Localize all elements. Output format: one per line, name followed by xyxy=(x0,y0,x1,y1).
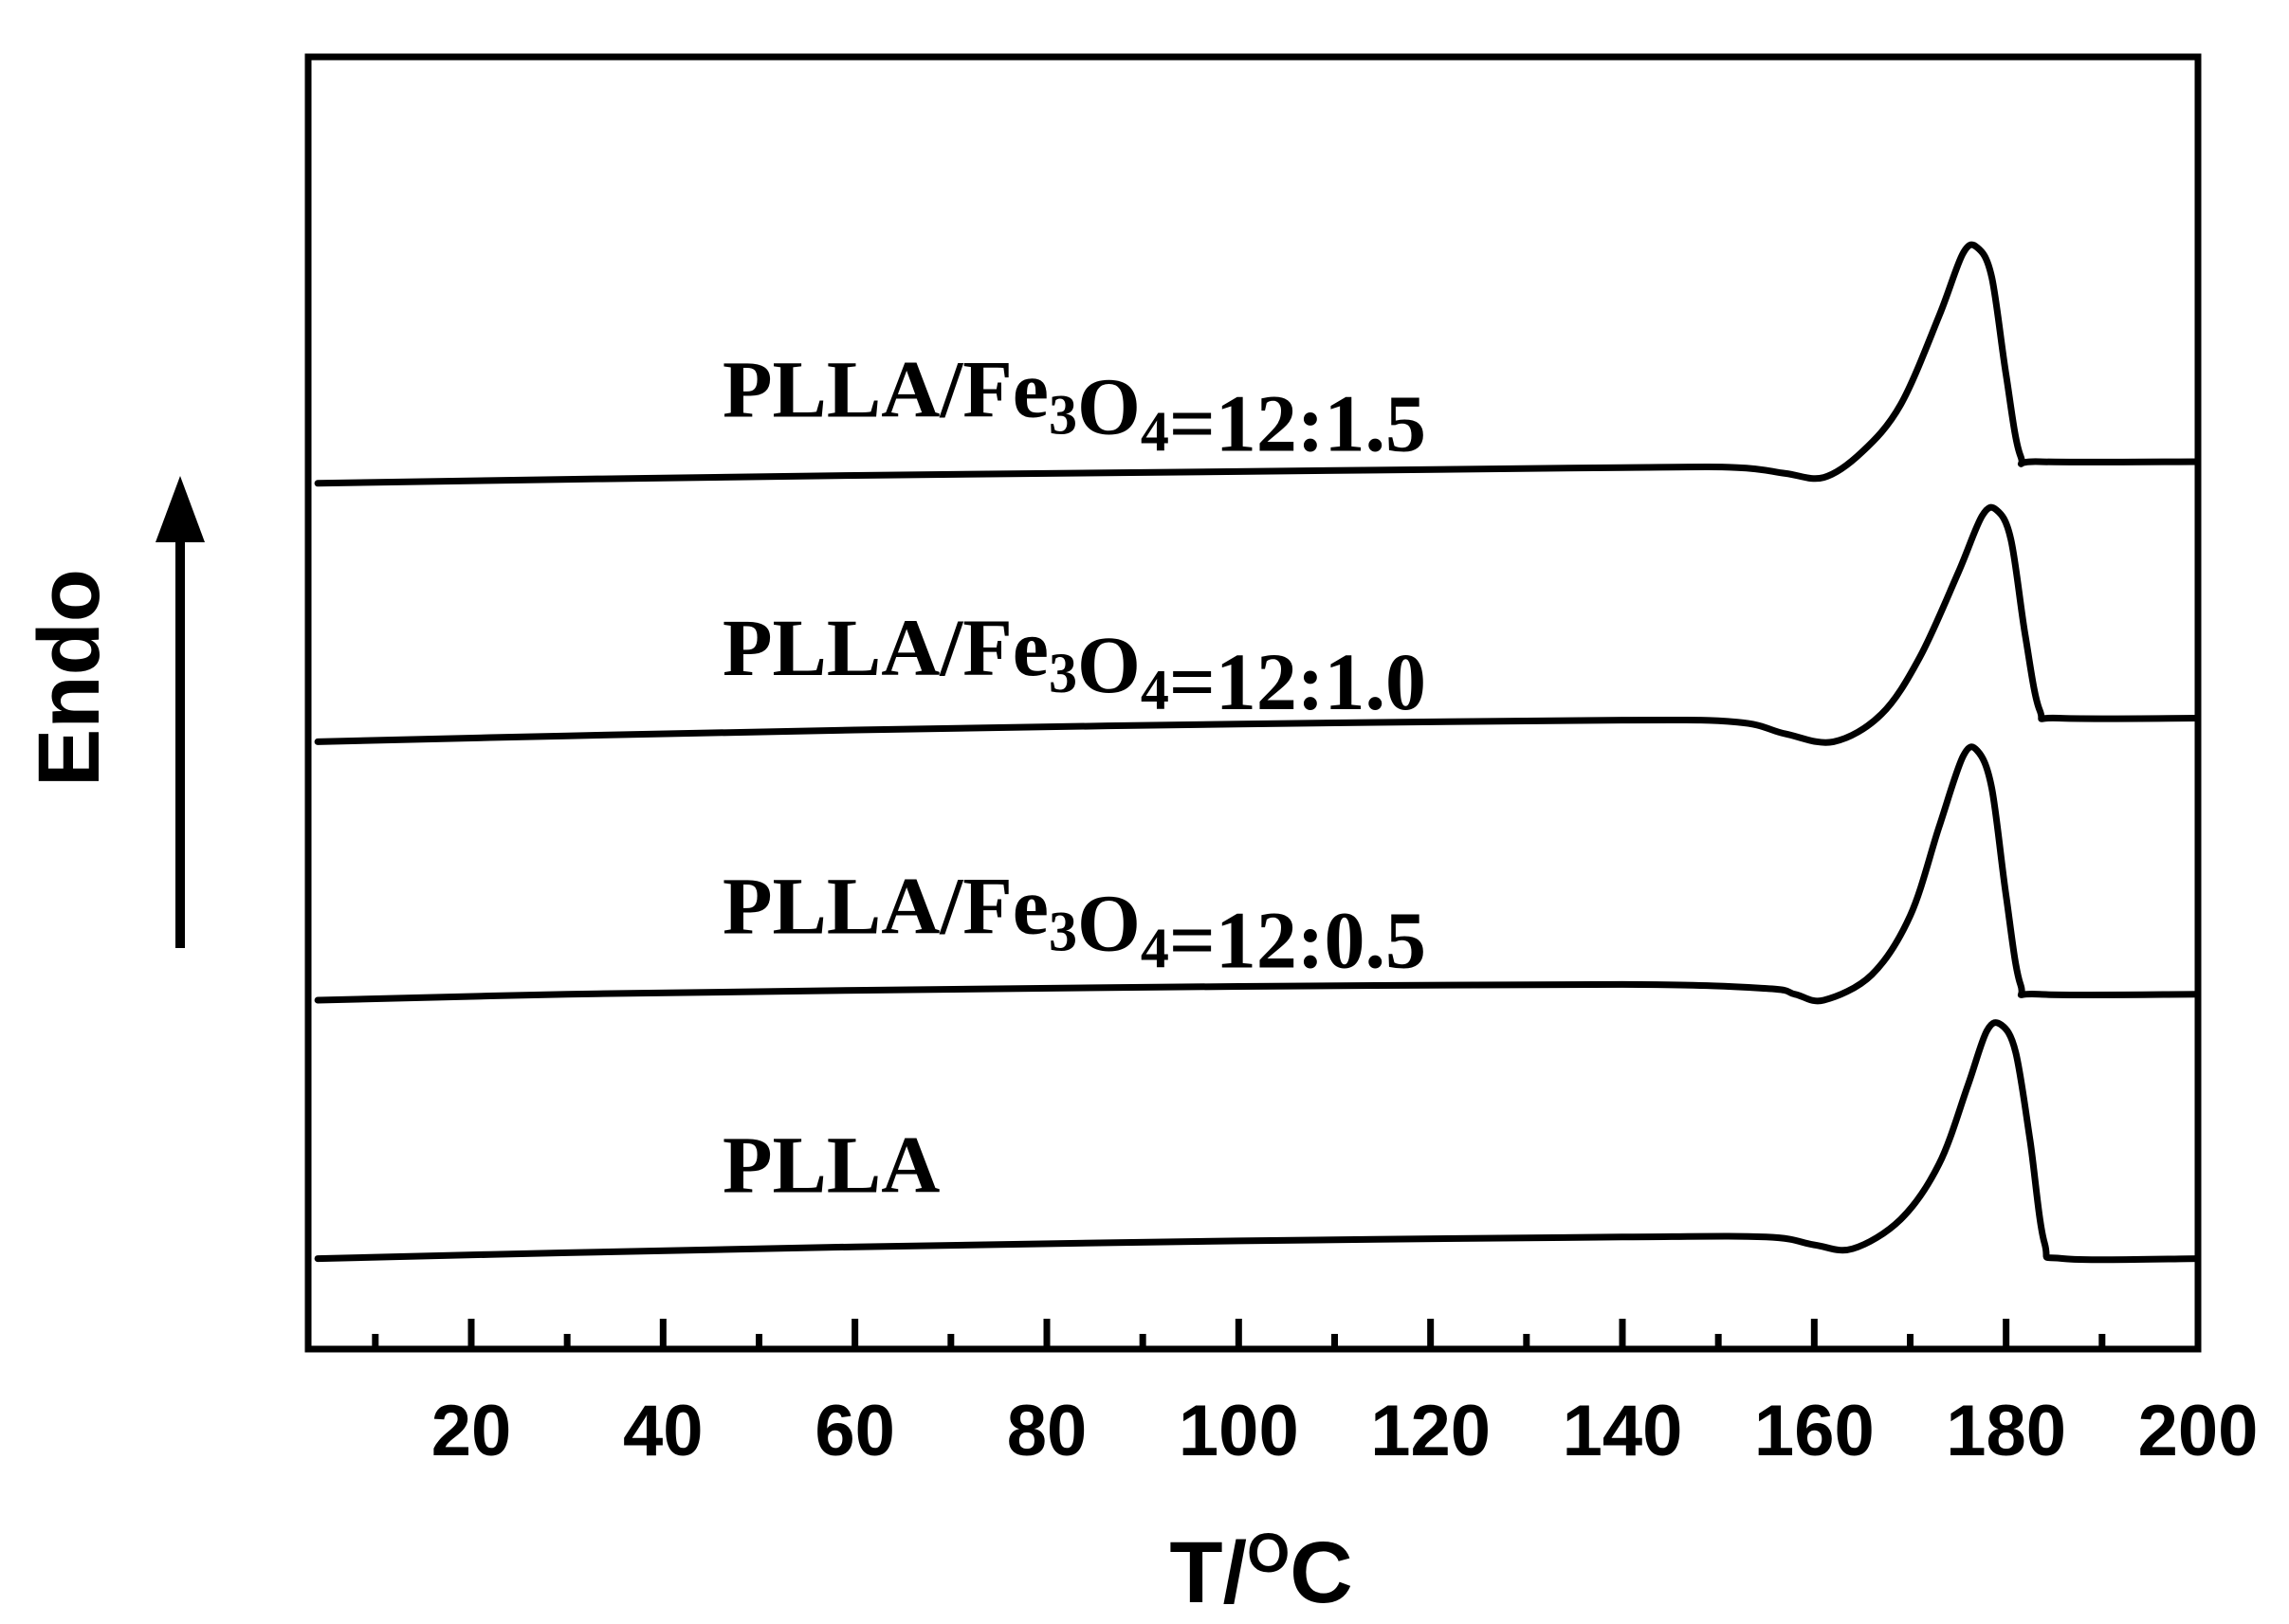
curve-1 xyxy=(314,743,2202,1005)
curve-0 xyxy=(314,1019,2202,1264)
endo-arrow xyxy=(156,476,205,948)
series-label-2: PLLA/Fe3O4=12:1.0 xyxy=(723,602,1426,727)
curve-2 xyxy=(314,503,2202,746)
x-axis-tick-labels: 20 40 60 80 100 120 140 160 180 200 xyxy=(431,1391,2259,1471)
y-axis-title: Endo xyxy=(21,569,118,787)
x-axis-title-superscript: O xyxy=(1247,1523,1290,1584)
series-label-3: PLLA/Fe3O4=12:1.5 xyxy=(723,344,1426,469)
x-tick-label-100: 100 xyxy=(1179,1391,1299,1471)
x-tick-label-40: 40 xyxy=(623,1391,704,1471)
x-tick-label-20: 20 xyxy=(431,1391,512,1471)
x-axis-title: T/OC xyxy=(1169,1523,1352,1621)
series-label-0: PLLA xyxy=(723,1119,940,1210)
x-tick-label-140: 140 xyxy=(1563,1391,1683,1471)
endo-arrow-head xyxy=(156,476,205,542)
x-tick-label-180: 180 xyxy=(1946,1391,2066,1471)
x-tick-label-160: 160 xyxy=(1754,1391,1875,1471)
x-tick-label-80: 80 xyxy=(1007,1391,1088,1471)
x-tick-label-120: 120 xyxy=(1370,1391,1491,1471)
curve-3 xyxy=(314,241,2202,487)
series-label-1: PLLA/Fe3O4=12:0.5 xyxy=(723,861,1426,986)
series-labels: PLLA PLLA/Fe3O4=12:0.5 PLLA/Fe3O4=12:1.0 PL… xyxy=(723,344,1426,1211)
curves xyxy=(314,241,2202,1264)
x-tick-label-60: 60 xyxy=(815,1391,895,1471)
x-axis-ticks xyxy=(372,1319,2202,1349)
x-tick-label-200: 200 xyxy=(2138,1391,2259,1471)
plot-frame xyxy=(304,53,2202,1353)
